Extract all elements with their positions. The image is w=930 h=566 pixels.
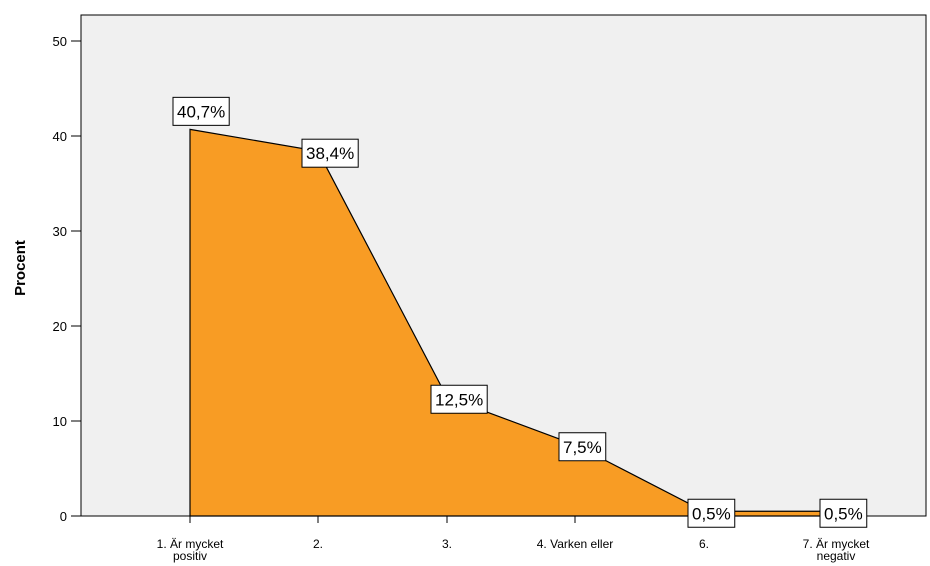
x-category-label: 7. Är mycket negativ: [803, 537, 870, 563]
data-label-text: 7,5%: [563, 438, 602, 457]
data-label: 0,5%: [819, 498, 868, 528]
data-label: 12,5%: [430, 384, 488, 414]
data-label-box: [301, 138, 359, 168]
data-label-box: [687, 498, 736, 528]
y-tick-label: 20: [53, 319, 67, 334]
y-tick-label: 0: [60, 509, 67, 524]
data-label-text: 0,5%: [824, 504, 863, 523]
y-tick-label: 40: [53, 129, 67, 144]
y-axis-title: Procent: [12, 240, 29, 296]
x-category-label: 2.: [313, 537, 323, 551]
y-tick-label: 50: [53, 34, 67, 49]
y-tick-label: 10: [53, 414, 67, 429]
data-label-box: [558, 432, 607, 462]
data-label-box: [819, 498, 868, 528]
x-category-label: 6.: [699, 537, 709, 551]
x-category-label: 3.: [442, 537, 452, 551]
data-label: 7,5%: [558, 432, 607, 462]
data-label: 38,4%: [301, 138, 359, 168]
x-category-label: 1. Är mycket positiv: [157, 537, 224, 563]
x-category-label: 4. Varken eller: [537, 537, 613, 551]
data-label-text: 38,4%: [306, 144, 354, 163]
data-label: 40,7%: [172, 96, 230, 126]
y-tick-label: 30: [53, 224, 67, 239]
data-label-text: 40,7%: [177, 102, 225, 121]
data-label-text: 0,5%: [692, 504, 731, 523]
data-label-box: [430, 384, 488, 414]
data-label-box: [172, 96, 230, 126]
data-label: 0,5%: [687, 498, 736, 528]
data-label-text: 12,5%: [435, 390, 483, 409]
